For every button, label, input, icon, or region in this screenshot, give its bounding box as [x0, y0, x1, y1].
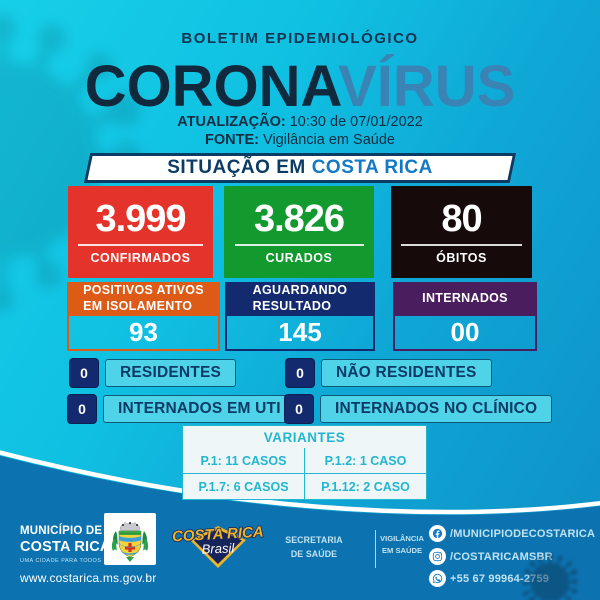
svg-text:Brasil: Brasil — [201, 540, 235, 556]
